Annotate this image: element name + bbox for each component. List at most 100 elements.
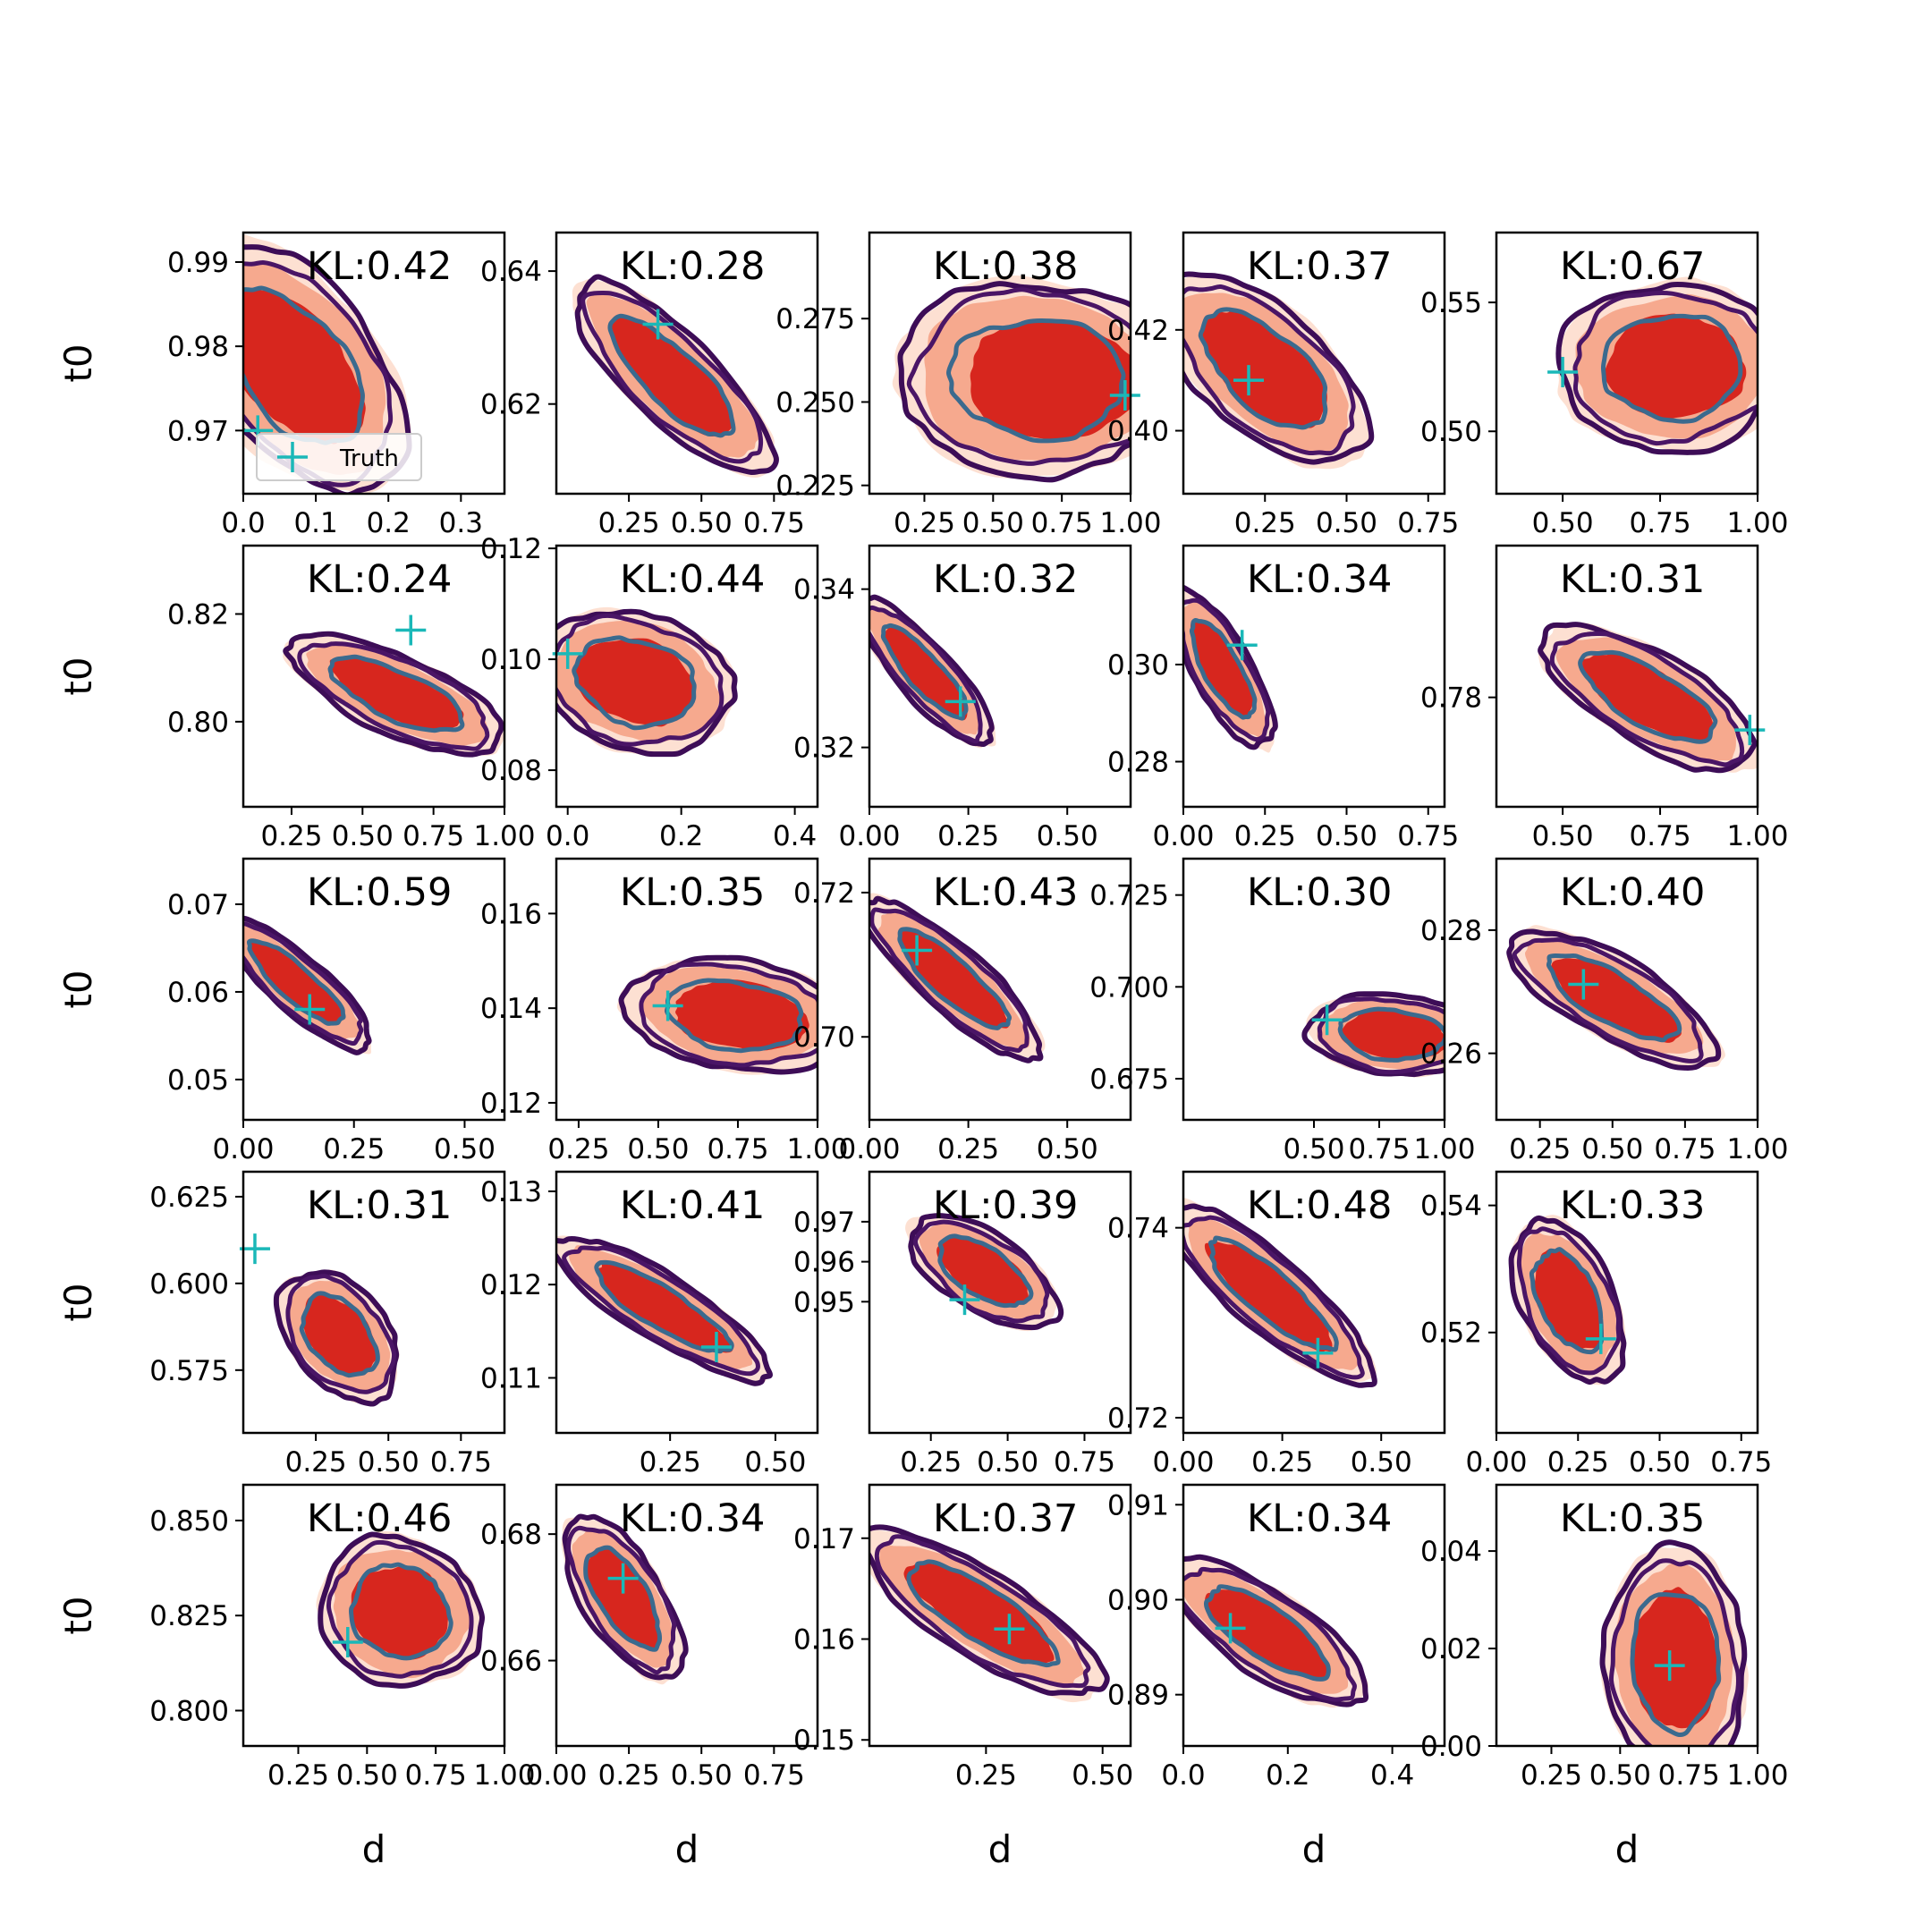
kde-fill-inner (898, 928, 1010, 1029)
kde-fill-inner (970, 319, 1131, 440)
axes-frame (1495, 1483, 1759, 1748)
kde-fill-inner (351, 1566, 449, 1661)
kl-annotation: KL:0.34 (620, 1496, 765, 1541)
panel-21: 0.25 0.50 0.75 1.00 0.800 0.825 0.850 KL:0.46 t0… (56, 1483, 536, 1871)
truth-marker (1215, 1613, 1246, 1644)
legend-box (256, 433, 422, 481)
axes-frame (1182, 1483, 1446, 1748)
contour-inner (1600, 313, 1743, 424)
x-tick-label: 0.50 (1351, 1446, 1412, 1479)
contour-mid (1317, 996, 1445, 1075)
x-tick-label: 0.00 (838, 820, 900, 852)
kl-annotation: KL:0.59 (307, 870, 452, 915)
y-tick-label: 0.40 (1107, 416, 1169, 448)
x-tick-label: 0.50 (1532, 820, 1594, 852)
x-tick-label: 0.0 (221, 507, 265, 539)
contour-inner (1529, 1247, 1605, 1355)
truth-marker (1568, 969, 1599, 1000)
kde-fill-inner (1339, 1009, 1445, 1061)
x-axis-label: d (1302, 1827, 1326, 1871)
y-tick-label: 0.82 (167, 598, 229, 631)
plot-area (283, 631, 504, 758)
contour-inner (880, 623, 969, 721)
contour-mid (639, 962, 818, 1068)
contour-outer (869, 1524, 1110, 1697)
kde-fill-inner (936, 1236, 1029, 1306)
axes-frame (1182, 1170, 1446, 1435)
y-tick-label: 0.34 (793, 574, 855, 606)
contour-mid (1512, 937, 1704, 1063)
x-tick-label: 0.75 (1397, 820, 1459, 852)
x-tick-label: 0.75 (743, 507, 805, 539)
y-tick-label: 0.250 (775, 386, 855, 419)
x-tick-label: 0.25 (1509, 1133, 1571, 1165)
y-tick-label: 0.42 (1107, 315, 1169, 347)
y-tick-label: 0.07 (167, 889, 229, 921)
plot-area (869, 1524, 1110, 1703)
y-tick-label: 0.32 (793, 733, 855, 765)
y-tick-label: 0.89 (1107, 1680, 1169, 1712)
x-tick-label: 0.25 (598, 507, 660, 539)
x-tick-label: 0.4 (773, 820, 817, 852)
contour-outer (618, 954, 818, 1075)
kde-fill-inner (1204, 1241, 1333, 1352)
x-axis-label: d (1615, 1827, 1640, 1871)
contour-mid (1183, 284, 1356, 456)
truth-marker (1654, 1650, 1685, 1682)
axes-frame (868, 544, 1132, 809)
kl-annotation: KL:0.43 (933, 870, 1078, 915)
contour-mid (565, 1525, 677, 1675)
x-tick-label: 0.50 (977, 1446, 1038, 1479)
axes-frame (242, 857, 506, 1122)
truth-marker (1302, 1337, 1334, 1368)
x-tick-label: 0.50 (1037, 1133, 1098, 1165)
x-tick-label: 0.25 (900, 1446, 962, 1479)
plot-area (556, 606, 738, 758)
y-tick-label: 0.64 (480, 256, 542, 288)
x-tick-label: 0.25 (937, 820, 999, 852)
x-tick-label: 0.75 (1654, 1133, 1716, 1165)
y-tick-label: 0.575 (149, 1355, 229, 1387)
x-tick-label: 0.50 (1532, 507, 1594, 539)
y-axis-label: t0 (56, 1283, 100, 1321)
contour-mid (1183, 597, 1271, 742)
kl-annotation: KL:0.34 (1247, 1496, 1392, 1541)
contour-inner (1630, 1592, 1722, 1738)
axes-frame (1182, 231, 1446, 496)
kde-fill-inner (1630, 1587, 1718, 1729)
x-tick-label: 0.00 (525, 1759, 587, 1792)
kde-fill-inner (575, 638, 696, 727)
x-tick-label: 0.0 (546, 820, 589, 852)
panel-9: 0.00 0.25 0.50 0.75 0.28 0.30 KL:0.34 (1107, 544, 1459, 852)
x-tick-label: 1.00 (1726, 820, 1788, 852)
contour-mid (1549, 631, 1745, 767)
x-tick-label: 0.1 (293, 507, 337, 539)
kde-fill-inner (243, 287, 366, 445)
plot-area (1183, 271, 1375, 470)
contour-mid (1572, 291, 1758, 446)
kde-fill-inner (609, 317, 734, 437)
panel-13: 0.00 0.25 0.50 0.70 0.72 KL:0.43 (793, 857, 1132, 1165)
x-tick-label: 1.00 (1726, 1759, 1788, 1792)
kl-annotation: KL:0.46 (307, 1496, 452, 1541)
plot-area (905, 1213, 1064, 1332)
y-axis-label: t0 (56, 1596, 100, 1634)
truth-marker (1226, 630, 1258, 661)
x-tick-label: 1.00 (1099, 507, 1161, 539)
contour-outer (562, 1513, 689, 1681)
contour-outer (1183, 271, 1375, 465)
contour-outer (1506, 928, 1722, 1071)
y-tick-label: 0.600 (149, 1268, 229, 1301)
y-tick-label: 0.28 (1420, 915, 1482, 947)
x-tick-label: 0.25 (955, 1759, 1017, 1792)
kde-fill-inner (249, 938, 344, 1024)
kl-annotation: KL:0.35 (620, 870, 765, 915)
kl-annotation: KL:0.24 (307, 557, 452, 602)
x-tick-label: 0.75 (743, 1759, 805, 1792)
y-tick-label: 0.72 (793, 877, 855, 910)
axes-frame (555, 1170, 819, 1435)
axes-frame (555, 1483, 819, 1748)
panel-16: 0.25 0.50 0.75 0.575 0.600 0.625 KL:0.31 t0 (56, 1170, 506, 1479)
kl-annotation: KL:0.30 (1247, 870, 1392, 915)
contour-outer (556, 608, 738, 758)
